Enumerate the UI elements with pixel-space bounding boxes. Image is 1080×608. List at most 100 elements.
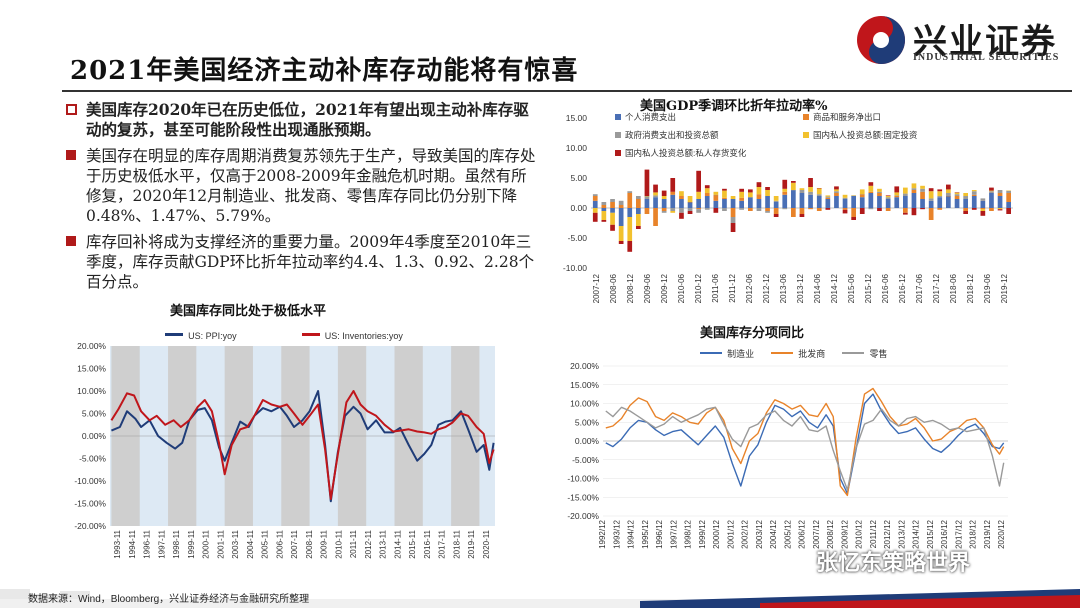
bar-segment <box>971 194 977 196</box>
bar-segment <box>877 188 882 192</box>
bar-segment <box>1006 208 1011 214</box>
x-tick-label: 2008-06 <box>609 273 618 303</box>
bar-segment <box>937 196 943 198</box>
x-tick-label: 2012/12 <box>883 519 892 548</box>
bar-segment <box>903 187 908 194</box>
x-tick-label: 1998/12 <box>684 519 693 548</box>
bar-segment <box>644 196 650 199</box>
x-tick-label: 1996/12 <box>655 519 664 548</box>
bar-segment <box>825 197 831 199</box>
x-tick-label: 2015/12 <box>926 519 935 548</box>
bar-segment <box>765 190 770 196</box>
bar-segment <box>782 188 788 192</box>
bar-segment <box>903 208 908 213</box>
bar-segment <box>687 211 693 214</box>
x-tick-label: 1995/12 <box>641 519 650 548</box>
bar-segment <box>920 208 925 210</box>
bar-segment <box>825 208 831 210</box>
y-tick-label: -10.00% <box>74 476 106 486</box>
bar-segment <box>920 188 925 192</box>
x-tick-label: 2015-11 <box>408 529 417 558</box>
bar-segment <box>756 199 762 208</box>
bar-segment <box>713 191 719 195</box>
x-tick-label: 2009-12 <box>660 273 669 303</box>
bar-segment <box>885 199 891 208</box>
bar-segment <box>911 183 917 189</box>
x-tick-label: 2020/12 <box>997 519 1006 548</box>
x-tick-label: 2004/12 <box>769 519 778 548</box>
x-tick-label: 2012-12 <box>762 273 771 303</box>
bar-segment <box>704 185 710 189</box>
bar-segment <box>808 178 813 187</box>
bar-segment <box>644 169 650 196</box>
bar-segment <box>773 200 779 202</box>
y-tick-label: 5.00% <box>82 409 107 419</box>
y-tick-label: -5.00 <box>568 233 588 243</box>
x-tick-label: 2000/12 <box>712 519 721 548</box>
bar-segment <box>592 196 598 201</box>
legend-swatch <box>615 150 621 156</box>
x-tick-label: 2006/12 <box>798 519 807 548</box>
bar-segment <box>816 196 822 208</box>
x-tick-label: 2008-12 <box>626 273 635 303</box>
bar-segment <box>825 196 831 198</box>
bar-segment <box>636 214 641 226</box>
bar-segment <box>808 194 813 208</box>
x-tick-label: 1994-11 <box>128 529 137 558</box>
x-tick-label: 1992/12 <box>598 519 607 548</box>
bar-segment <box>601 211 607 220</box>
y-tick-label: 15.00% <box>570 380 599 390</box>
legend-swatch <box>842 351 865 354</box>
bar-segment <box>722 188 727 191</box>
legend-swatch <box>301 333 320 336</box>
bar-segment <box>592 208 598 213</box>
bar-segment <box>592 194 598 196</box>
bar-segment <box>928 191 934 199</box>
bar-segment <box>885 196 891 198</box>
bar-segment <box>679 199 684 208</box>
bar-segment <box>834 193 839 196</box>
bar-segment <box>808 191 813 195</box>
y-tick-label: 5.00 <box>570 173 587 183</box>
logo-cn-text: 兴业证券 <box>913 22 1057 62</box>
x-tick-label: 2010-11 <box>334 529 343 558</box>
legend-swatch <box>700 351 722 354</box>
x-tick-label: 2007/12 <box>812 519 821 548</box>
logo-en-text: INDUSTRIAL SECURITIES <box>913 52 1060 63</box>
inventory-sector-chart: 20.00% 15.00% 10.00% 5.00% 0.00% -5.00% -10.00… <box>567 361 1008 549</box>
bar-segment <box>799 208 805 214</box>
bar-segment <box>765 208 770 211</box>
bar-segment <box>618 200 624 205</box>
bar-segment <box>722 199 727 208</box>
y-tick-label: -20.00% <box>567 511 599 521</box>
bar-segment <box>963 199 968 208</box>
bar-segment <box>920 185 925 189</box>
x-tick-label: 2000-11 <box>202 529 211 558</box>
x-tick-label: 2012-06 <box>745 273 754 303</box>
x-tick-label: 2004-11 <box>246 529 255 558</box>
x-tick-label: 2007-12 <box>592 273 601 303</box>
bar-segment <box>980 200 986 208</box>
bar-segment <box>799 188 805 190</box>
bar-segment <box>748 208 753 211</box>
x-tick-label: 2014/12 <box>912 519 921 548</box>
bullet-text: 美国库存2020年已在历史低位，2021年有望出现主动补库存驱动的复苏，甚至可能… <box>86 100 529 139</box>
x-tick-label: 2019-06 <box>983 273 992 303</box>
x-tick-label: 2001/12 <box>726 519 735 548</box>
bar-segment <box>601 220 607 222</box>
y-tick-label: 20.00% <box>570 361 599 371</box>
bar-segment <box>696 208 701 210</box>
bar-segment <box>842 194 848 198</box>
x-tick-label: 2011/12 <box>869 519 878 548</box>
bar-segment <box>937 191 943 196</box>
bar-segment <box>661 196 667 199</box>
bar-segment <box>696 199 701 208</box>
x-tick-label: 2011-12 <box>728 273 737 302</box>
bar-segment <box>739 197 744 201</box>
x-tick-label: 2016-11 <box>423 529 432 558</box>
bar-segment <box>816 188 822 195</box>
brand-logo: 兴业证券 INDUSTRIAL SECURITIES <box>855 12 1070 68</box>
bar-segment <box>627 191 633 193</box>
bar-segment <box>928 188 934 192</box>
bar-segment <box>592 212 598 222</box>
